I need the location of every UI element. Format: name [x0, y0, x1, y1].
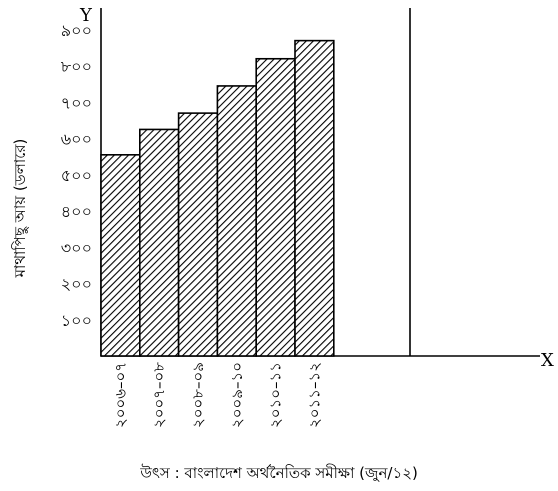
source-note: উৎস : বাংলাদেশ অর্থনৈতিক সমীক্ষা (জুন/১২… — [139, 464, 418, 482]
bar — [100, 154, 141, 357]
x-tick-label: ২০০৭–০৮ — [150, 362, 168, 428]
bar — [216, 85, 257, 357]
y-tick-label: ৭০০ — [61, 93, 92, 112]
y-tick-labels: ১০০ ২০০ ৩০০ ৪০০ ৫০০ ৬০০ ৭০০ ৮০০ ৯০০ — [61, 21, 92, 330]
y-tick-label: ১০০ — [61, 311, 92, 330]
bar — [139, 128, 180, 357]
bar — [177, 112, 219, 357]
y-tick-label: ৬০০ — [61, 130, 92, 149]
x-tick-label: ২০০৬–০৭ — [111, 362, 129, 428]
x-tick-label: ২০০৯–১০ — [228, 362, 246, 428]
y-tick-label: ৮০০ — [61, 57, 92, 76]
y-tick-label: ৯০০ — [61, 21, 92, 40]
y-tick-label: ৩০০ — [61, 238, 92, 257]
y-axis-letter: Y — [79, 5, 93, 26]
y-axis-label: মাথাপিছু আয় (ডলারে) — [11, 139, 29, 279]
category-labels: ২০০৬–০৭ ২০০৭–০৮ ২০০৮–০৯ ২০০৯–১০ ২০১০–১১ ২০১১–… — [111, 362, 323, 428]
x-tick-label: ২০১১–১২ — [305, 362, 323, 428]
bar — [294, 39, 335, 357]
bars — [100, 39, 335, 357]
y-tick-label: ৪০০ — [61, 202, 92, 221]
y-tick-label: ২০০ — [61, 275, 92, 294]
bar — [255, 57, 296, 357]
x-axis-letter: X — [541, 350, 554, 371]
y-tick-label: ৫০০ — [61, 166, 92, 185]
x-tick-label: ২০০৮–০৯ — [189, 362, 207, 428]
x-tick-label: ২০১০–১১ — [267, 362, 285, 428]
